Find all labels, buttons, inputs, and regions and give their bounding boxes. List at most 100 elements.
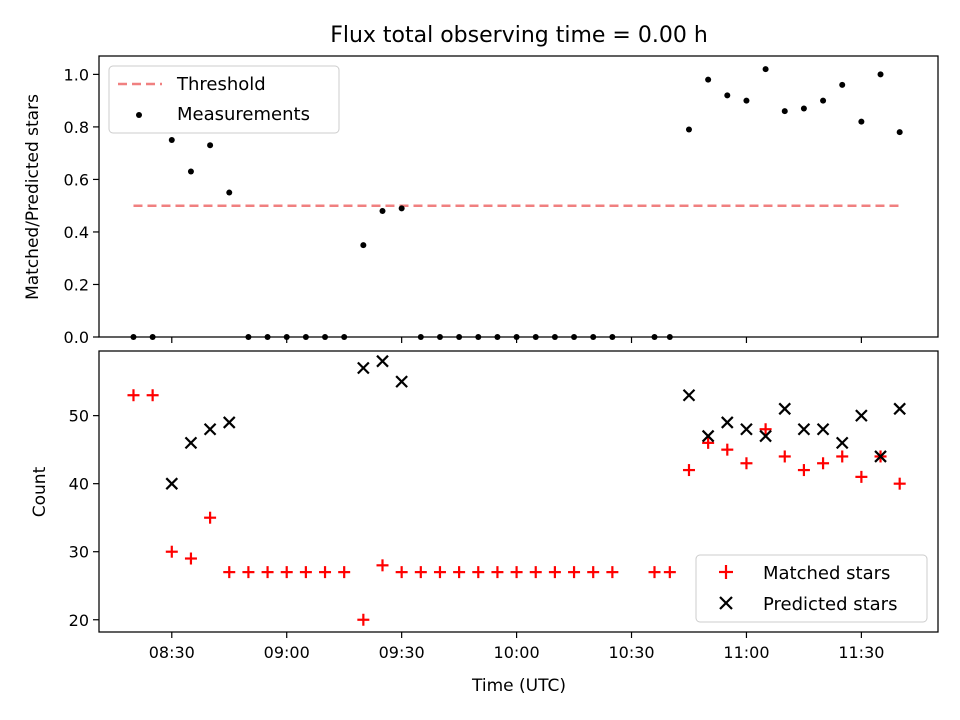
top-y-tick-label: 0.4 [64, 223, 89, 242]
top-y-ticks: 0.0 0.2 0.4 0.6 0.8 1.0 [64, 65, 99, 347]
matched-star-point [414, 566, 427, 579]
predicted-star-point [874, 450, 887, 463]
matched-star-point [682, 464, 695, 477]
predicted-star-point [816, 422, 830, 436]
bottom-x-tick-label: 11:30 [838, 643, 884, 662]
predicted-legend-label: Predicted stars [763, 594, 897, 615]
matched-legend-swatch [719, 565, 733, 579]
matched-legend-label: Matched stars [763, 563, 890, 584]
matched-star-point [510, 566, 523, 579]
matched-star-point [817, 457, 830, 470]
measurement-point [896, 129, 903, 136]
bottom-x-tick-label: 08:30 [149, 643, 195, 662]
predicted-star-point [855, 409, 868, 422]
matched-star-point [797, 464, 810, 477]
top-y-tick-label: 0.2 [64, 275, 89, 294]
matched-star-point [299, 566, 312, 579]
bottom-y-tick-label: 50 [69, 407, 89, 426]
measurement-point [187, 168, 194, 175]
matched-star-point [702, 436, 715, 449]
top-axes-frame [98, 55, 939, 338]
matched-star-point [261, 566, 274, 579]
predicted-star-point [893, 402, 906, 416]
matched-star-point [855, 470, 868, 483]
threshold-legend-label: Threshold [176, 74, 266, 95]
matched-star-point [165, 545, 178, 558]
predicted-star-point [701, 429, 715, 443]
top-y-tick-label: 0.0 [64, 328, 89, 347]
matched-star-point [893, 477, 906, 490]
top-y-tick-label: 0.8 [64, 118, 89, 137]
matched-star-point [453, 566, 466, 579]
measurements-legend-swatch [136, 112, 142, 118]
measurement-point [858, 118, 865, 125]
bottom-y-tick-label: 40 [69, 475, 89, 494]
measurement-point [839, 81, 846, 88]
predicted-star-point [778, 402, 792, 416]
matched-star-point [242, 566, 255, 579]
matched-star-point [529, 566, 542, 579]
top-panel: Flux total observing time = 0.00 h Match… [23, 23, 939, 347]
measurement-point [705, 76, 712, 83]
matched-star-point [127, 389, 140, 402]
matched-star-point [280, 566, 293, 579]
predicted-star-point [184, 436, 198, 450]
bottom-legend-box [695, 554, 928, 623]
bottom-x-tick-label: 10:30 [608, 643, 654, 662]
matched-star-point [606, 566, 619, 579]
predicted-star-point [740, 422, 753, 436]
matched-star-point [587, 566, 600, 579]
measurement-point [743, 97, 750, 104]
measurement-point [762, 66, 769, 73]
bottom-y-ticks: 20 30 40 50 [69, 407, 99, 630]
predicted-star-point [682, 388, 696, 402]
matched-star-points [127, 389, 906, 626]
bottom-y-tick-label: 20 [69, 611, 89, 630]
measurement-point [724, 92, 731, 99]
matched-star-point [472, 566, 485, 579]
measurement-point [398, 205, 405, 212]
matched-star-point [357, 613, 370, 626]
top-legend: Threshold Measurements [108, 65, 340, 134]
bottom-x-tick-label: 09:00 [264, 643, 310, 662]
measurement-point [360, 242, 367, 249]
measurement-point [820, 97, 827, 104]
measurement-point [226, 189, 233, 196]
bottom-x-tick-label: 09:30 [379, 643, 425, 662]
matched-star-point [395, 566, 408, 579]
matched-star-point [491, 566, 504, 579]
bottom-xlabel: Time (UTC) [471, 676, 566, 696]
measurement-point [168, 137, 175, 144]
measurement-point [207, 142, 214, 149]
matched-star-point [223, 566, 236, 579]
predicted-star-point [797, 422, 811, 436]
predicted-legend-swatch [719, 596, 733, 610]
matched-star-point [663, 566, 676, 579]
matched-star-point [721, 443, 734, 456]
matched-star-point [648, 566, 661, 579]
predicted-star-point [721, 416, 734, 429]
predicted-star-point [395, 375, 408, 388]
bottom-y-tick-label: 30 [69, 543, 89, 562]
bottom-ylabel: Count [30, 466, 50, 517]
bottom-x-tick-label: 10:00 [494, 643, 540, 662]
matched-star-point [338, 566, 351, 579]
predicted-star-point [835, 436, 849, 450]
matched-star-point [319, 566, 332, 579]
bottom-x-ticks: 08:30 09:00 09:30 10:00 10:30 11:00 11:30 [149, 632, 884, 662]
matched-star-point [740, 457, 753, 470]
predicted-star-point [759, 429, 772, 443]
predicted-star-points [165, 354, 906, 490]
measurement-point [781, 108, 788, 115]
measurement-point [685, 126, 692, 133]
matched-star-point [204, 511, 217, 524]
matched-star-point [376, 559, 389, 572]
top-y-tick-label: 0.6 [64, 170, 89, 189]
top-y-tick-label: 1.0 [64, 65, 89, 84]
matched-star-point [778, 450, 791, 463]
top-legend-box [108, 65, 340, 134]
measurements-legend-label: Measurements [177, 104, 310, 125]
bottom-legend: Matched stars Predicted stars [695, 554, 928, 623]
predicted-star-point [357, 361, 370, 375]
